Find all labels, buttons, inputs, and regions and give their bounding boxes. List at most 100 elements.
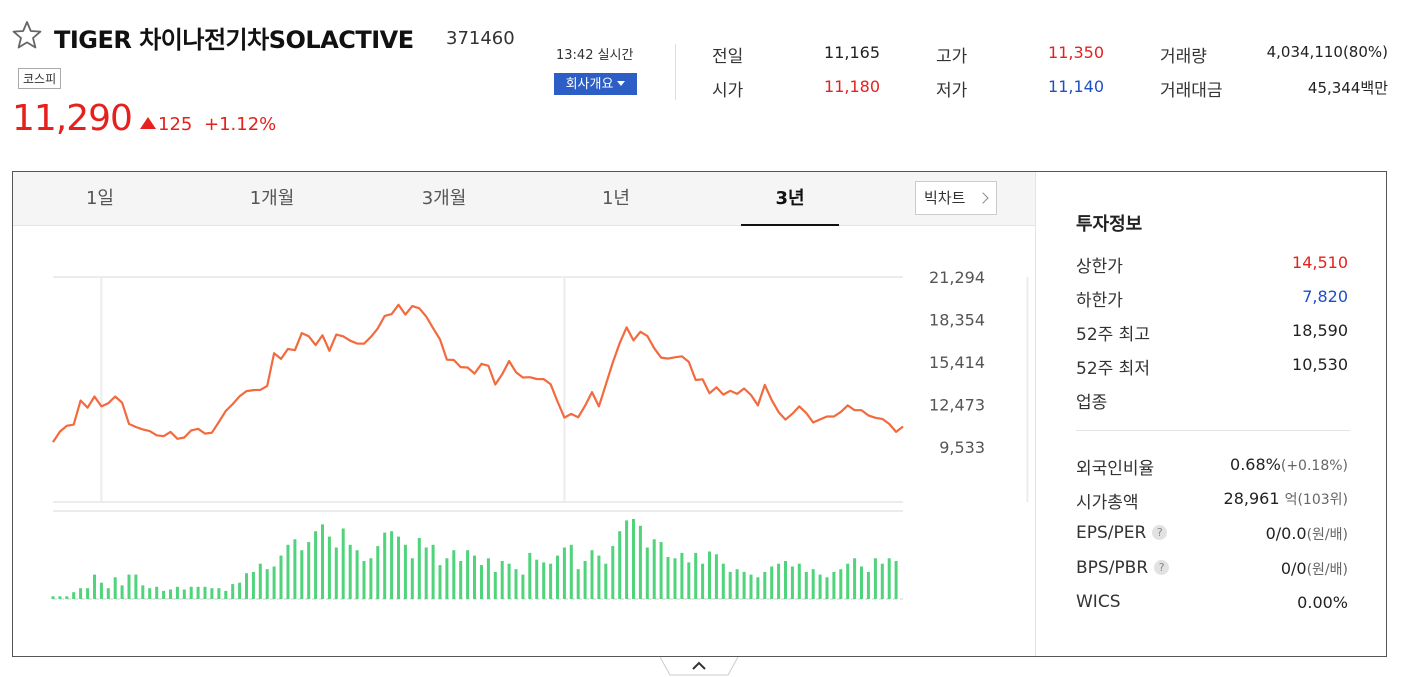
y-tick-label: 12,473 xyxy=(929,396,985,415)
volume-bar xyxy=(127,574,131,599)
volume-bar xyxy=(742,571,746,599)
volume-bar xyxy=(120,585,124,599)
tab-1day[interactable]: 1일 xyxy=(85,188,114,209)
volume-bar xyxy=(714,554,718,599)
company-overview-label: 회사개요 xyxy=(565,76,614,91)
bigchart-button[interactable]: 빅차트 xyxy=(915,181,997,215)
volume-bar xyxy=(535,559,539,599)
amount-label: 거래대금 xyxy=(1160,81,1223,101)
volume-bar xyxy=(265,569,269,599)
volume-bar xyxy=(196,586,200,599)
volume-bar xyxy=(818,574,822,599)
volume-bar xyxy=(272,566,276,599)
volume-bar xyxy=(279,555,283,599)
bps-pbr-label: BPS/PBR? xyxy=(1076,558,1170,578)
x-axis-ticks: 21.01 22.01 23.01 xyxy=(80,605,1033,607)
tab-3month[interactable]: 3개월 xyxy=(421,188,467,209)
lower-limit-label: 하한가 xyxy=(1076,291,1123,311)
volume-bar xyxy=(362,561,366,599)
eps-per-label: EPS/PER? xyxy=(1076,523,1168,543)
volume-bar xyxy=(735,569,739,599)
volume-bar xyxy=(452,550,456,599)
high-value: 11,350 xyxy=(1048,43,1104,62)
volume-bar xyxy=(728,571,732,599)
up-arrow-icon xyxy=(140,117,156,129)
company-overview-button[interactable]: 회사개요 xyxy=(554,73,637,95)
volume-bar xyxy=(784,561,787,599)
volume-bar xyxy=(300,550,304,599)
volume-bar xyxy=(217,588,221,599)
favorite-star-icon[interactable] xyxy=(12,20,42,50)
volume-bar xyxy=(797,563,801,599)
volume-bar xyxy=(134,574,138,599)
help-icon[interactable]: ? xyxy=(1154,560,1170,575)
collapse-button[interactable] xyxy=(660,657,738,677)
volume-bar xyxy=(410,558,414,599)
volume-bar xyxy=(493,571,497,599)
stock-header: TIGER 차이나전기차SOLACTIVE 371460 코스피 11,290 … xyxy=(0,0,1410,160)
current-price: 11,290 xyxy=(12,98,133,139)
volume-bar xyxy=(556,555,559,599)
bps-pbr-main: 0/0 xyxy=(1280,559,1307,578)
tab-1month[interactable]: 1개월 xyxy=(249,188,295,209)
volume-bar xyxy=(521,574,525,599)
volume-bar xyxy=(459,561,463,599)
volume-bar xyxy=(825,577,829,599)
y-tick-label: 18,354 xyxy=(929,310,985,329)
volume-bar xyxy=(189,586,193,599)
volume-label: 거래량 xyxy=(1160,47,1207,67)
volume-bar xyxy=(65,596,69,599)
volume-bar xyxy=(106,588,110,599)
volume-bar xyxy=(286,544,290,599)
stock-code: 371460 xyxy=(446,28,515,49)
volume-bar xyxy=(694,552,698,599)
volume-bar xyxy=(569,544,573,599)
volume-bar xyxy=(887,558,891,599)
volume-bar xyxy=(424,547,428,599)
volume-bar xyxy=(431,544,435,599)
tab-3year[interactable]: 3년 xyxy=(775,188,805,209)
upper-limit-value: 14,510 xyxy=(1292,253,1348,272)
volume-bar xyxy=(645,547,649,599)
volume-bar xyxy=(113,577,117,599)
volume-bar xyxy=(175,586,179,599)
tab-1year[interactable]: 1년 xyxy=(601,188,630,209)
volume-bar xyxy=(376,546,380,599)
volume-bar xyxy=(507,563,511,599)
help-icon[interactable]: ? xyxy=(1152,525,1168,540)
volume-bar xyxy=(500,561,504,599)
x-tick-label: 23.01 xyxy=(1006,605,1033,607)
caret-down-icon xyxy=(617,81,626,86)
y-tick-label: 9,533 xyxy=(939,438,985,457)
foreign-ratio-main: 0.68% xyxy=(1230,455,1281,474)
bps-pbr-text: BPS/PBR xyxy=(1076,558,1149,578)
price-chart[interactable]: 21,294 18,354 15,414 12,473 9,533 21.01 22.01… xyxy=(13,227,1033,607)
market-cap-value: 28,961 억(103위) xyxy=(1224,489,1348,509)
market-cap-main: 28,961 xyxy=(1223,489,1280,508)
volume-bar xyxy=(238,582,242,599)
volume-bar xyxy=(721,563,725,599)
prev-close-label: 전일 xyxy=(712,47,744,67)
foreign-ratio-value: 0.68%(+0.18%) xyxy=(1230,455,1348,474)
volume-bar xyxy=(417,538,421,599)
period-tabs: 1일 1개월 3개월 1년 3년 빅차트 xyxy=(13,172,1035,226)
volume-bar xyxy=(583,561,587,599)
volume-bar xyxy=(514,569,518,599)
volume-bar xyxy=(231,584,235,599)
volume-bar xyxy=(652,539,656,599)
open-label: 시가 xyxy=(712,81,744,101)
high52-value: 18,590 xyxy=(1292,321,1348,340)
low-value: 11,140 xyxy=(1048,77,1104,96)
volume-bar xyxy=(860,566,863,599)
volume-bar xyxy=(680,552,684,599)
volume-bar xyxy=(79,588,83,599)
volume-bar xyxy=(528,552,532,599)
y-tick-label: 15,414 xyxy=(929,353,985,372)
volume-bar xyxy=(790,566,794,599)
chevron-up-icon xyxy=(692,661,706,670)
volume-bar xyxy=(590,550,594,599)
volume-bar xyxy=(673,558,677,599)
price-line xyxy=(52,303,904,443)
market-cap-rank: 억(103위) xyxy=(1284,492,1348,508)
volume-bar xyxy=(597,555,601,599)
